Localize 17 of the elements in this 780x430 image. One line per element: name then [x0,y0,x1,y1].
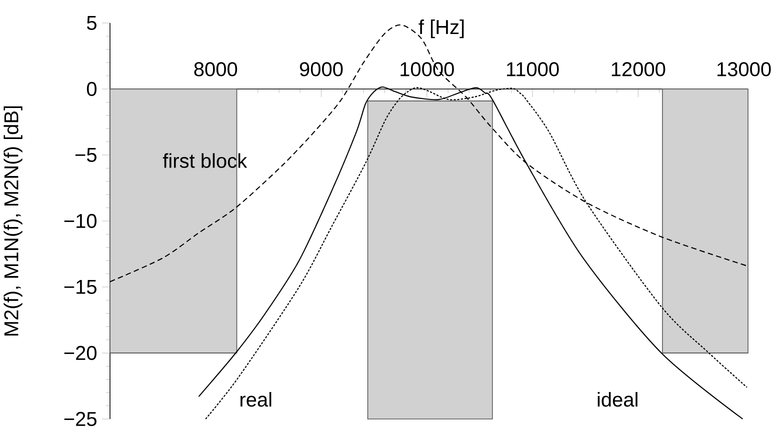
x-tick-label: 10000 [400,62,454,76]
y-tick-label: −20 [64,346,96,360]
x-axis-title: f [Hz] [418,19,464,38]
x-tick-label: 8000 [194,62,238,76]
y-tick-label: −15 [64,280,96,294]
x-tick-label: 11000 [506,62,559,76]
annotation: ideal [598,392,638,407]
y-tick-label: −10 [64,214,96,228]
y-tick-label: 5 [86,16,96,30]
x-tick-label: 12000 [612,62,666,76]
x-tick-label: 13000 [718,62,771,76]
annotation: real [240,392,272,407]
x-tick-label: 9000 [300,62,343,76]
y-tick-label: −5 [75,148,96,162]
y-axis-title: M2(f), M1N(f), M2N(f) [dB] [4,106,22,336]
y-tick-label: −25 [64,412,96,426]
y-tick-label: 0 [86,82,97,96]
